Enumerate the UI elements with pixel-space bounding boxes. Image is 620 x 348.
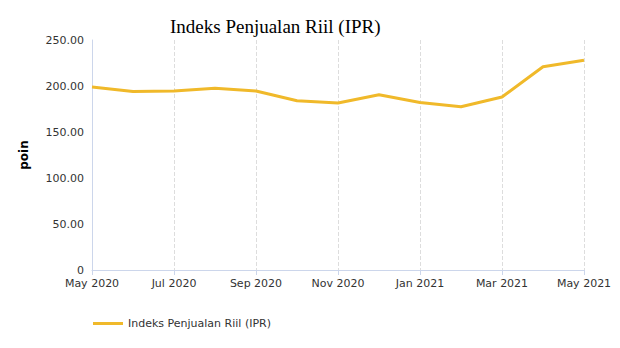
svg-text:150.00: 150.00 bbox=[46, 126, 85, 139]
svg-text:100.00: 100.00 bbox=[46, 172, 85, 185]
svg-text:Mar 2021: Mar 2021 bbox=[476, 277, 528, 290]
svg-text:May 2021: May 2021 bbox=[557, 277, 611, 290]
svg-text:May 2020: May 2020 bbox=[65, 277, 119, 290]
svg-text:Sep 2020: Sep 2020 bbox=[230, 277, 282, 290]
svg-text:poin: poin bbox=[17, 140, 31, 170]
svg-text:Jan 2021: Jan 2021 bbox=[395, 277, 444, 290]
svg-text:Jul 2020: Jul 2020 bbox=[151, 277, 197, 290]
svg-text:Indeks Penjualan Riil (IPR): Indeks Penjualan Riil (IPR) bbox=[170, 16, 381, 38]
svg-text:250.00: 250.00 bbox=[46, 34, 85, 47]
svg-text:0: 0 bbox=[77, 264, 84, 277]
svg-text:200.00: 200.00 bbox=[46, 80, 85, 93]
svg-text:Indeks Penjualan Riil (IPR): Indeks Penjualan Riil (IPR) bbox=[128, 317, 271, 330]
svg-text:Nov 2020: Nov 2020 bbox=[312, 277, 365, 290]
svg-text:50.00: 50.00 bbox=[53, 218, 85, 231]
